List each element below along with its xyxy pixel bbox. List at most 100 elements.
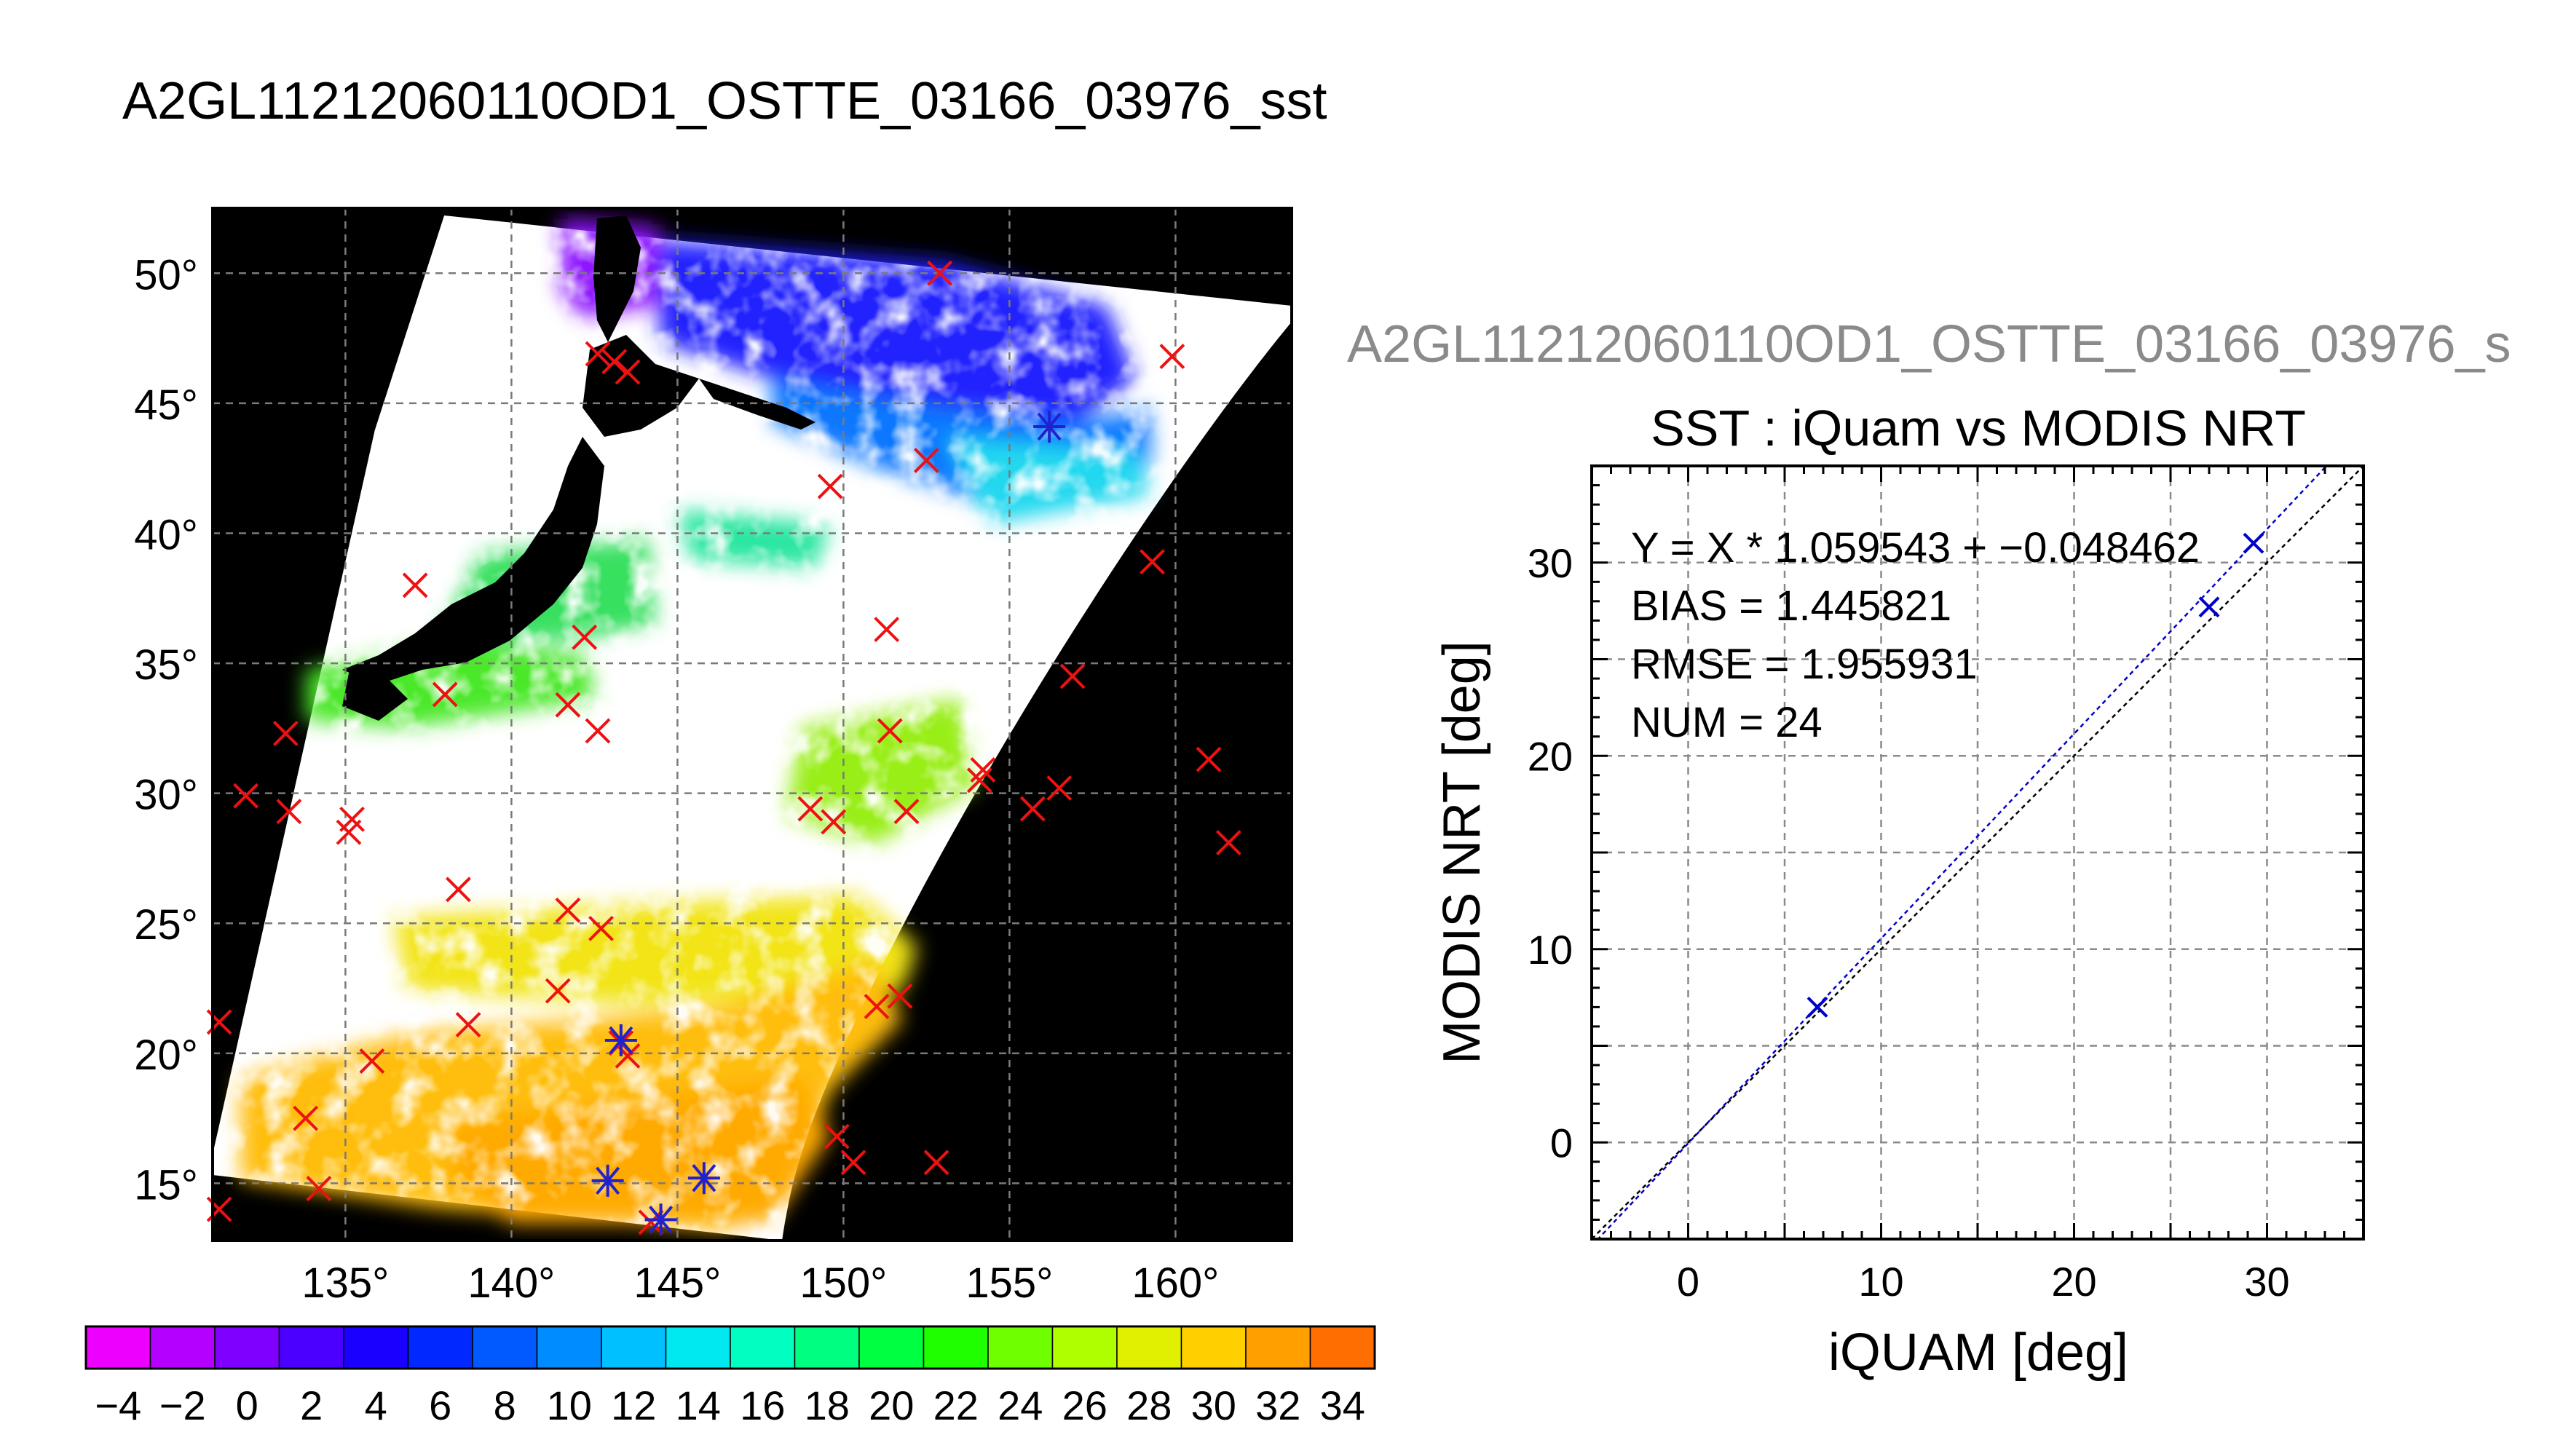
scatter-annotations: Y = X * 1.059543 + −0.048462 BIAS = 1.445…: [1631, 524, 2200, 746]
red-x-marker: [913, 448, 939, 473]
kyushu-land: [342, 670, 408, 721]
colorbar-cell: [1309, 1326, 1375, 1369]
scatter-ticks: [1592, 466, 2364, 1239]
scatter-point: [1806, 996, 1828, 1018]
colorbar-cell: [149, 1326, 216, 1369]
x-tick-label: 30: [2244, 1259, 2289, 1305]
blue-star-marker: [604, 1024, 637, 1056]
colorbar-cell: [665, 1326, 731, 1369]
colorbar-tick-label: 26: [1062, 1382, 1107, 1428]
red-x-marker: [923, 1150, 949, 1176]
colorbar-tick-label: 12: [611, 1382, 656, 1428]
red-x-marker: [293, 1105, 319, 1131]
scatter-point: [2243, 532, 2264, 554]
colorbar-cell: [730, 1326, 796, 1369]
colorbar-cell: [1180, 1326, 1247, 1369]
lat-tick-label: 45°: [134, 381, 198, 429]
y-tick-label: 30: [1528, 540, 1573, 586]
red-x-marker: [306, 1176, 332, 1201]
lon-tick-label: 145°: [633, 1259, 721, 1307]
scatter-lines: [1592, 466, 2364, 1239]
lat-tick-label: 25°: [134, 901, 198, 949]
colorbar-tick-label: 6: [429, 1382, 451, 1428]
colorbar-tick-label: 24: [998, 1382, 1043, 1428]
red-x-marker: [585, 341, 611, 367]
colorbar-cell: [794, 1326, 860, 1369]
colorbar-cell: [858, 1326, 925, 1369]
colorbar-tick-label: 16: [740, 1382, 785, 1428]
red-x-marker: [893, 799, 920, 825]
blue-star-marker: [687, 1162, 720, 1195]
colorbar-frame: [84, 1325, 1376, 1370]
colorbar-tick-label: 18: [805, 1382, 850, 1428]
red-x-marker: [455, 1012, 481, 1037]
red-x-marker: [446, 877, 471, 903]
asian-continent: [213, 208, 444, 728]
colorbar-cell: [601, 1326, 667, 1369]
colorbar-tick-label: 32: [1255, 1382, 1300, 1428]
stat-annotation: BIAS = 1.445821: [1631, 582, 1951, 630]
colorbar-tick-label: 22: [933, 1382, 979, 1428]
colorbar-tick-label: −2: [159, 1382, 206, 1428]
red-x-marker: [585, 718, 611, 744]
red-x-marker: [1046, 775, 1073, 801]
honshu-land: [342, 437, 604, 684]
lon-tick-label: 150°: [799, 1259, 887, 1307]
scatter-grid: [1592, 466, 2364, 1239]
regression-fit-line: [1596, 466, 2328, 1239]
colorbar-tick-label: −4: [95, 1382, 141, 1428]
red-x-marker: [877, 718, 903, 744]
red-x-marker: [887, 983, 913, 1009]
colorbar-cell: [472, 1326, 538, 1369]
y-tick-label: 10: [1528, 927, 1573, 973]
latitude-tick-labels: 15° 20° 25° 30° 35° 40° 45° 50°: [134, 251, 198, 1208]
colorbar-cell: [85, 1326, 151, 1369]
red-x-marker: [821, 809, 847, 835]
red-x-marker: [1196, 746, 1222, 772]
colorbar-tick-label: 10: [547, 1382, 592, 1428]
red-x-marker: [1159, 344, 1185, 370]
colorbar-cells: [85, 1326, 1375, 1369]
red-x-marker: [545, 978, 571, 1004]
map-frame: [211, 207, 1293, 1242]
y-tick-label: 20: [1528, 733, 1573, 779]
colorbar-cell: [923, 1326, 989, 1369]
colorbar-cell: [278, 1326, 344, 1369]
lat-tick-label: 40°: [134, 511, 198, 558]
red-x-marker: [359, 1048, 385, 1074]
red-x-marker: [874, 617, 900, 643]
red-x-marker: [588, 915, 614, 941]
x-tick-labels: 0 10 20 30: [1677, 1259, 2290, 1305]
sakhalin-land: [593, 215, 641, 342]
red-x-marker: [864, 994, 890, 1019]
stat-annotation: NUM = 24: [1631, 699, 1823, 746]
longitude-tick-labels: 135° 140° 145° 150° 155° 160°: [301, 1259, 1219, 1307]
red-x-marker: [555, 897, 581, 923]
red-x-marker: [1059, 663, 1086, 689]
colorbar-cell: [407, 1326, 473, 1369]
red-x-marker: [402, 572, 428, 598]
red-x-marker: [1019, 796, 1046, 822]
colorbar-cell: [1245, 1326, 1311, 1369]
figure-title: A2GL11212060110OD1_OSTTE_03166_03976_sst: [122, 72, 1327, 130]
lat-tick-label: 30°: [134, 772, 198, 819]
blue-star-marker: [591, 1164, 624, 1197]
red-x-marker: [1215, 830, 1241, 855]
sst-map: 15° 20° 25° 30° 35° 40° 45° 50° 135° 140° 145° 150…: [134, 207, 1293, 1307]
colorbar-tick-label: 28: [1126, 1382, 1172, 1428]
colorbar-tick-label: 0: [236, 1382, 258, 1428]
red-x-marker: [276, 799, 302, 825]
lon-tick-label: 135°: [301, 1259, 389, 1307]
red-x-marker: [339, 806, 365, 832]
lon-tick-label: 160°: [1132, 1259, 1219, 1307]
scatter-point: [2198, 596, 2220, 618]
x-tick-label: 20: [2051, 1259, 2096, 1305]
blue-star-marker: [1033, 411, 1066, 443]
scatter-title: SST : iQuam vs MODIS NRT: [1651, 400, 2306, 456]
colorbar-tick-label: 4: [365, 1382, 387, 1428]
colorbar-tick-labels: −4 −2 0 2 4 6 8 10 12 14 16 18 20 22 24 26 28 30 32 34: [95, 1382, 1365, 1428]
red-x-marker: [817, 473, 843, 499]
red-x-marker: [272, 721, 299, 746]
colorbar-cell: [1051, 1326, 1118, 1369]
secondary-title: A2GL11212060110OD1_OSTTE_03166_03976_s: [1347, 315, 2511, 373]
